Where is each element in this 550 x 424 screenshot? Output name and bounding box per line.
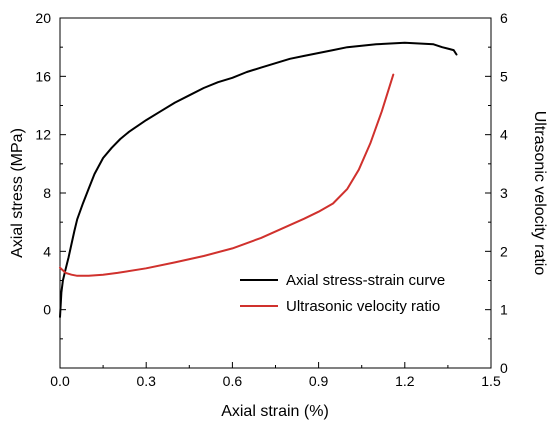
y-left-axis-title: Axial stress (MPa): [9, 128, 26, 258]
y-right-tick-label: 1: [500, 302, 508, 318]
y-right-tick-label: 3: [500, 185, 508, 201]
y-left-tick-label: 8: [43, 185, 51, 201]
plot-frame: [59, 17, 492, 369]
x-tick-label: 1.2: [395, 373, 415, 389]
x-tick-label: 0.0: [50, 373, 70, 389]
legend: Axial stress-strain curve Ultrasonic vel…: [240, 272, 445, 315]
y-right-tick-label: 4: [500, 127, 508, 143]
x-axis-title: Axial strain (%): [221, 403, 329, 420]
plot-frame-box: [59, 17, 492, 369]
x-tick-label: 1.5: [481, 373, 501, 389]
x-tick-label: 0.9: [309, 373, 329, 389]
velocity-ratio-line: [59, 73, 395, 277]
y-left-tick-label: 0: [43, 302, 51, 318]
y-left-tick-label: 12: [35, 127, 51, 143]
y-left-tick-label: 20: [35, 10, 51, 26]
legend-label-stress: Axial stress-strain curve: [286, 272, 445, 289]
tick-marks: [59, 17, 492, 369]
y-right-tick-label: 5: [500, 68, 508, 84]
x-tick-label: 0.6: [223, 373, 243, 389]
series-lines: [59, 41, 458, 318]
x-tick-label: 0.3: [136, 373, 156, 389]
y-left-tick-label: 16: [35, 68, 51, 84]
y-right-axis-title: Ultrasonic velocity ratio: [531, 111, 548, 276]
y-right-tick-label: 6: [500, 10, 508, 26]
y-right-tick-label: 2: [500, 243, 508, 259]
stress-strain-line: [59, 41, 458, 318]
legend-label-velocity: Ultrasonic velocity ratio: [286, 298, 440, 315]
y-left-tick-label: 4: [43, 243, 51, 259]
y-right-tick-label: 0: [500, 360, 508, 376]
